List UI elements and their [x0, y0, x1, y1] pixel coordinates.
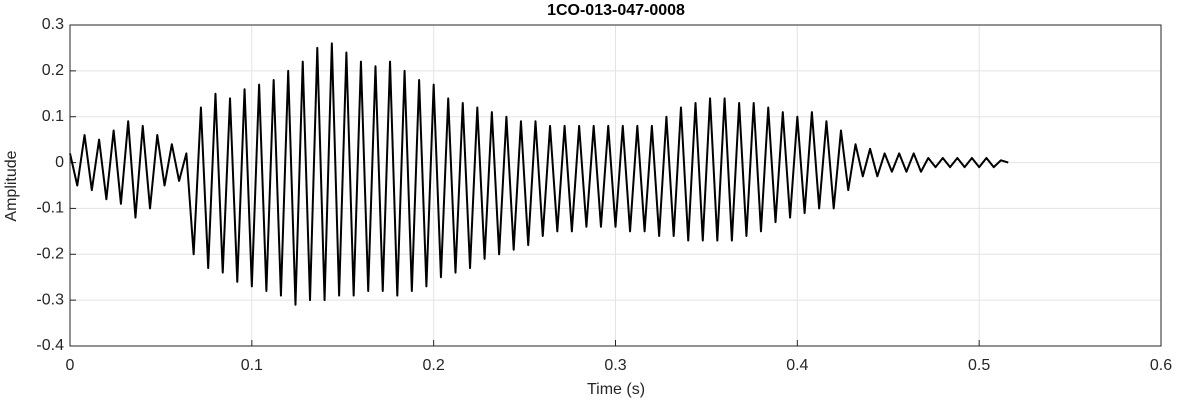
waveform-line [69, 42, 1009, 306]
y-tick-label: -0.4 [36, 337, 64, 354]
y-tick-label: 0.1 [42, 108, 64, 125]
y-tick-label: -0.1 [36, 200, 64, 217]
x-axis-label: Time (s) [587, 381, 645, 398]
y-axis-label: Amplitude [3, 150, 20, 221]
chart-title: 1CO-013-047-0008 [547, 2, 685, 19]
y-tick-label: -0.2 [36, 246, 64, 263]
y-tick-label: 0.3 [42, 16, 64, 33]
plot-frame [69, 24, 1162, 347]
x-tick-label: 0.4 [786, 357, 808, 374]
y-tick-label: 0.2 [42, 62, 64, 79]
y-tick-label: -0.3 [36, 291, 64, 308]
x-tick-label: 0.5 [968, 357, 990, 374]
y-tick-label: 0 [55, 154, 64, 171]
x-tick-label: 0.2 [423, 357, 445, 374]
x-tick-label: 0.1 [241, 357, 263, 374]
x-tick-label: 0 [66, 357, 75, 374]
x-tick-label: 0.3 [604, 357, 626, 374]
x-tick-label: 0.6 [1150, 357, 1172, 374]
